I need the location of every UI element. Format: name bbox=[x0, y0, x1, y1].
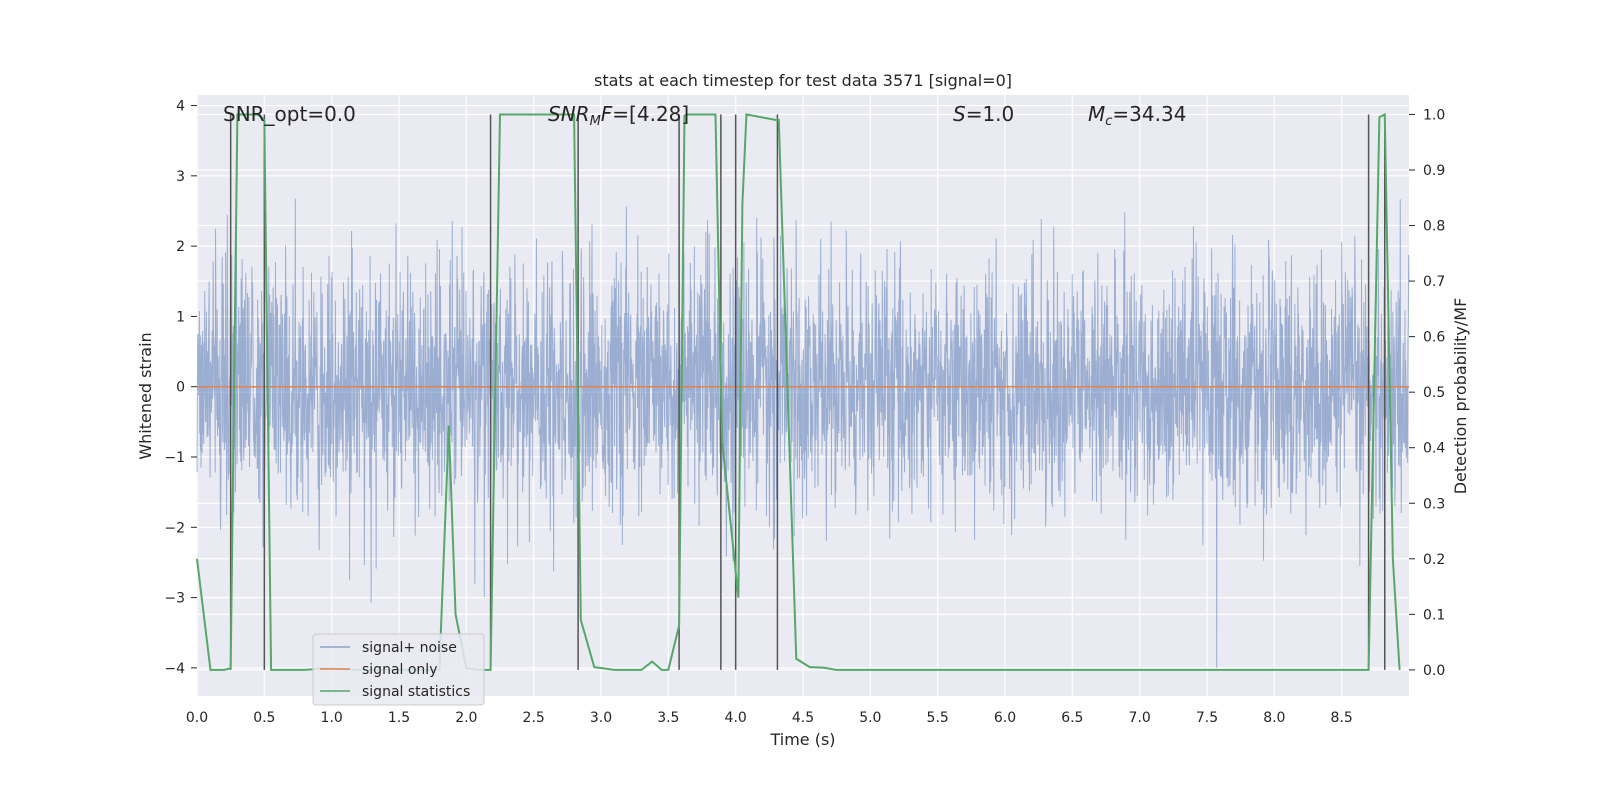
x-tick-label: 8.5 bbox=[1331, 710, 1353, 726]
y2-tick-label: 0.9 bbox=[1423, 163, 1445, 179]
legend-label-signal: signal only bbox=[362, 662, 437, 678]
x-axis-label: Time (s) bbox=[769, 730, 835, 749]
mc-sub: c bbox=[1105, 114, 1112, 129]
x-tick-label: 4.5 bbox=[792, 710, 814, 726]
annotation-s: S=1.0 bbox=[953, 102, 1014, 126]
mc-main: M bbox=[1088, 102, 1105, 126]
snr-mf-rest: F bbox=[601, 102, 613, 126]
s-value: =1.0 bbox=[966, 102, 1015, 126]
y-axis-label: Whitened strain bbox=[136, 332, 155, 459]
y2-tick-label: 0.7 bbox=[1423, 274, 1445, 290]
snr-mf-value: =[4.28] bbox=[612, 102, 689, 126]
x-tick-label: 5.5 bbox=[927, 710, 949, 726]
y2-tick-label: 0.8 bbox=[1423, 219, 1445, 235]
y2-tick-label: 0.3 bbox=[1423, 496, 1445, 512]
legend-label-stats: signal statistics bbox=[362, 684, 470, 700]
y2-axis-label: Detection probability/MF bbox=[1451, 298, 1470, 495]
x-tick-label: 7.0 bbox=[1129, 710, 1151, 726]
annotation-snr-opt: SNR_opt=0.0 bbox=[223, 102, 356, 126]
x-tick-label: 2.5 bbox=[523, 710, 545, 726]
x-tick-label: 0.0 bbox=[186, 710, 208, 726]
x-tick-label: 2.0 bbox=[455, 710, 477, 726]
x-tick-label: 1.5 bbox=[388, 710, 410, 726]
mc-value: =34.34 bbox=[1112, 102, 1186, 126]
y-tick-label: 1 bbox=[176, 309, 185, 325]
x-tick-label: 5.0 bbox=[859, 710, 881, 726]
y2-tick-label: 1.0 bbox=[1423, 107, 1445, 123]
y-tick-label: −4 bbox=[164, 661, 185, 677]
x-tick-label: 1.0 bbox=[321, 710, 343, 726]
y2-tick-label: 0.1 bbox=[1423, 607, 1445, 623]
x-tick-label: 8.0 bbox=[1263, 710, 1285, 726]
stats-line bbox=[196, 112, 1401, 671]
s-main: S bbox=[953, 102, 966, 126]
y-tick-label: 0 bbox=[176, 380, 185, 396]
chart-title: stats at each timestep for test data 357… bbox=[594, 71, 1012, 90]
y2-tick-label: 0.5 bbox=[1423, 385, 1445, 401]
y2-tick-label: 0.4 bbox=[1423, 441, 1445, 457]
annotation-snr-mf: SNRMF=[4.28] bbox=[548, 102, 689, 129]
legend: signal+ noise signal only signal statist… bbox=[312, 633, 485, 706]
legend-box bbox=[312, 633, 485, 706]
x-tick-label: 7.5 bbox=[1196, 710, 1218, 726]
y-tick-label: 2 bbox=[176, 239, 185, 255]
snr-mf-main: SNR bbox=[548, 102, 590, 126]
x-tick-label: 0.5 bbox=[253, 710, 275, 726]
y-tick-label: −3 bbox=[164, 591, 185, 607]
x-tick-label: 3.5 bbox=[657, 710, 679, 726]
y2-tick-label: 0.2 bbox=[1423, 552, 1445, 568]
annotation-mc: Mc=34.34 bbox=[1088, 102, 1186, 129]
y-tick-label: −2 bbox=[164, 520, 185, 536]
y2-tick-label: 0.0 bbox=[1423, 663, 1445, 679]
stats-series bbox=[196, 112, 1401, 671]
y-tick-label: 4 bbox=[176, 99, 185, 115]
y2-tick-label: 0.6 bbox=[1423, 330, 1445, 346]
x-tick-label: 3.0 bbox=[590, 710, 612, 726]
x-tick-label: 6.0 bbox=[994, 710, 1016, 726]
x-tick-label: 4.0 bbox=[725, 710, 747, 726]
axis-ticks: 0.0 0.5 1.0 1.5 2.0 2.5 3.0 3.5 4.0 4.5 5.0 5.5 6.0 6… bbox=[164, 99, 1445, 726]
snr-mf-sub: M bbox=[590, 114, 601, 129]
noise-line bbox=[196, 198, 1410, 668]
y-tick-label: −1 bbox=[164, 450, 185, 466]
legend-label-noise: signal+ noise bbox=[362, 640, 457, 656]
noise-series bbox=[196, 198, 1410, 668]
y-tick-label: 3 bbox=[176, 169, 185, 185]
x-tick-label: 6.5 bbox=[1061, 710, 1083, 726]
